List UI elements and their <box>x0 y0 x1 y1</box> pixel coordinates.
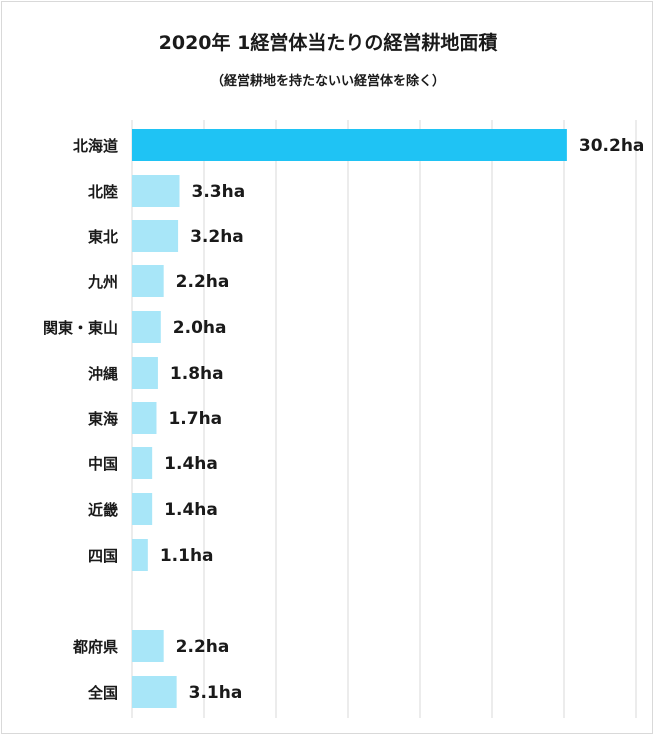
value-label: 1.1ha <box>160 546 214 566</box>
value-label: 30.2ha <box>579 136 645 156</box>
category-label: 近畿 <box>88 501 118 519</box>
bar <box>132 447 153 479</box>
category-label: 東北 <box>88 228 118 246</box>
category-label: 関東・東山 <box>43 319 118 337</box>
category-label: 沖縄 <box>88 365 118 383</box>
category-label: 北陸 <box>88 183 118 201</box>
bar <box>132 493 153 525</box>
bar <box>132 129 567 161</box>
value-label: 1.4ha <box>164 500 218 520</box>
category-label: 中国 <box>88 455 118 473</box>
bar <box>132 630 164 662</box>
value-label: 3.2ha <box>190 227 244 247</box>
bar <box>132 676 177 708</box>
bar <box>132 539 148 571</box>
value-label: 1.4ha <box>164 454 218 474</box>
bar <box>132 402 157 434</box>
value-label: 1.8ha <box>170 364 224 384</box>
category-label: 東海 <box>88 410 118 428</box>
value-label: 3.1ha <box>189 683 243 703</box>
chart-subtitle: （経営耕地を持たないい経営体を除く） <box>210 74 445 89</box>
value-label: 3.3ha <box>192 182 246 202</box>
category-label: 四国 <box>88 547 118 565</box>
chart-title: 2020年 1経営体当たりの経営耕地面積 <box>158 32 498 54</box>
bar <box>132 220 179 252</box>
value-label: 2.0ha <box>173 318 227 338</box>
value-label: 2.2ha <box>176 272 230 292</box>
value-label: 1.7ha <box>168 409 222 429</box>
bar <box>132 311 161 343</box>
bar <box>132 175 180 207</box>
category-label: 北海道 <box>73 137 118 155</box>
value-label: 2.2ha <box>176 637 230 657</box>
category-label: 九州 <box>87 273 118 291</box>
bar <box>132 357 158 389</box>
bar <box>132 265 164 297</box>
category-label: 都府県 <box>72 638 118 656</box>
category-label: 全国 <box>87 684 118 702</box>
